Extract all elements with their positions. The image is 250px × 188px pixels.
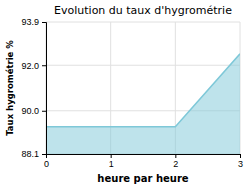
y-tick: 90.0 xyxy=(21,106,46,116)
x-tick: 0 xyxy=(44,154,49,169)
x-tick-mark xyxy=(111,154,112,158)
y-axis-line xyxy=(42,23,47,155)
plot-area: 0 1 2 3 88.1 90.0 92.0 93.9 xyxy=(21,17,243,169)
y-tick-label: 92.0 xyxy=(21,61,39,71)
y-tick: 93.9 xyxy=(21,17,46,27)
y-tick-mark xyxy=(42,111,46,112)
x-tick-mark xyxy=(175,154,176,158)
y-tick-label: 90.0 xyxy=(21,106,39,116)
y-axis-title: Taux hygrométrie % xyxy=(5,40,15,136)
x-tick-label: 0 xyxy=(44,159,49,169)
grid-line xyxy=(46,22,240,23)
y-tick-label: 88.1 xyxy=(21,149,39,159)
line xyxy=(46,54,240,127)
x-tick-label: 2 xyxy=(173,159,178,169)
chart: 0 1 2 3 88.1 90.0 92.0 93.9 Evolution du taux d'… xyxy=(0,0,250,188)
x-axis-line xyxy=(47,155,241,159)
marks xyxy=(46,54,240,154)
y-tick-mark xyxy=(42,154,46,155)
grid xyxy=(46,22,240,154)
y-axis: 88.1 90.0 92.0 93.9 xyxy=(21,17,46,159)
grid-line xyxy=(46,65,240,66)
area xyxy=(46,54,240,154)
y-tick-mark xyxy=(42,65,46,66)
x-tick: 2 xyxy=(173,154,178,169)
title: Evolution du taux d'hygrométrie xyxy=(54,4,232,17)
x-tick-label: 3 xyxy=(238,159,243,169)
x-tick-mark xyxy=(240,154,241,158)
x-axis-title: heure par heure xyxy=(97,173,188,184)
y-tick: 92.0 xyxy=(21,61,46,71)
y-tick-label: 93.9 xyxy=(21,17,39,27)
y-tick: 88.1 xyxy=(21,149,46,159)
y-tick-mark xyxy=(42,22,46,23)
x-tick-label: 1 xyxy=(109,159,114,169)
x-tick: 1 xyxy=(109,154,114,169)
x-tick: 3 xyxy=(238,154,243,169)
x-axis: 0 1 2 3 xyxy=(44,154,243,169)
